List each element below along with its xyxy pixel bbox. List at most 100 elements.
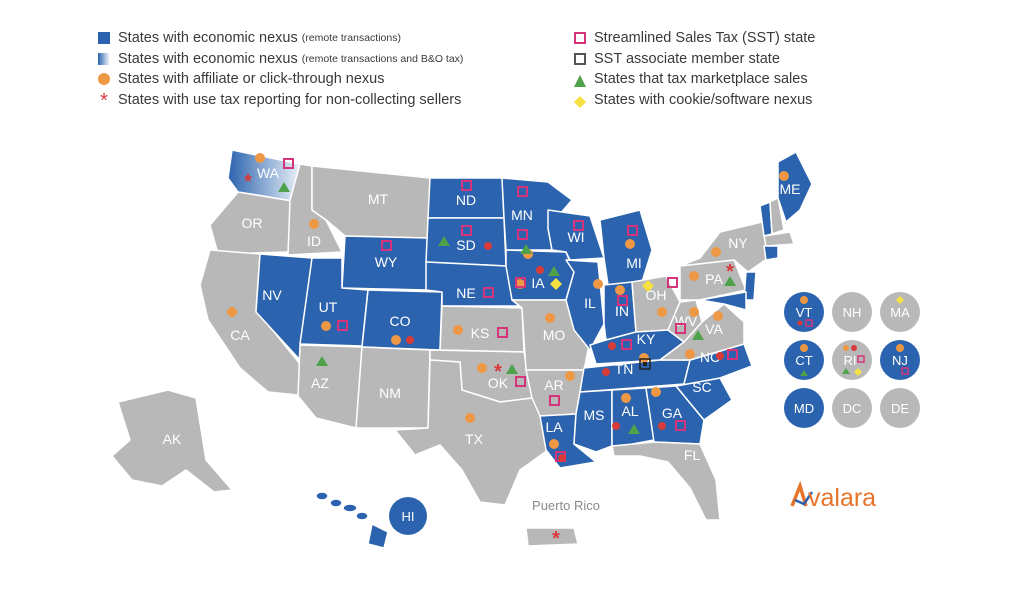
label-co: CO (390, 313, 411, 329)
sst-marker (283, 158, 294, 169)
svg-text:VT: VT (796, 305, 813, 320)
label-nv: NV (262, 287, 282, 303)
svg-text:MA: MA (890, 305, 910, 320)
label-ga: GA (662, 405, 683, 421)
legend-note: (remote transactions) (301, 32, 401, 44)
red-asterisk-icon: * (100, 89, 108, 112)
state-nj (743, 271, 757, 301)
svg-text:MD: MD (794, 401, 814, 416)
label-ar: AR (544, 377, 563, 393)
label-in: IN (615, 303, 629, 319)
use-tax-marker: * (244, 171, 252, 193)
sst-marker (549, 395, 560, 406)
affiliate-marker (477, 363, 487, 373)
label-az: AZ (311, 375, 329, 391)
affiliate-marker (657, 307, 667, 317)
small-state-ct: CT (784, 340, 824, 380)
affiliate-marker (391, 335, 401, 345)
affiliate-marker (625, 239, 635, 249)
small-state-vt: VT (784, 292, 824, 332)
small-state-nh: NH (832, 292, 872, 332)
label-mo: MO (543, 327, 566, 343)
small-state-nj: NJ (880, 340, 920, 380)
sst-marker (337, 320, 348, 331)
sst-marker (627, 225, 638, 236)
affiliate-marker (321, 321, 331, 331)
green-triangle-icon (574, 73, 586, 88)
legend-item-cookie: States with cookie/software nexus (574, 90, 815, 111)
state-hi (315, 491, 389, 549)
affiliate-marker (651, 387, 661, 397)
cookie-markers (550, 278, 654, 292)
label-nd: ND (456, 192, 476, 208)
label-mi: MI (626, 255, 642, 271)
legend-item-affiliate: States with affiliate or click-through n… (98, 69, 463, 90)
state-tx (394, 359, 549, 506)
legend-note: (remote transactions and B&O tax) (301, 52, 464, 65)
red-dot-markers (406, 242, 724, 462)
sst-marker (675, 323, 686, 334)
affiliate-markers (227, 153, 789, 449)
marketplace-markers (278, 182, 736, 434)
legend-item-sst-associate: SST associate member state (574, 49, 815, 70)
state-wi (547, 209, 605, 261)
label-ak: AK (163, 431, 182, 447)
label-il: IL (584, 295, 596, 311)
label-pa: PA (705, 271, 723, 287)
sst-marker (515, 376, 526, 387)
affiliate-marker (593, 279, 603, 289)
legend-item-economic-nexus: States with economic nexus (remote trans… (98, 28, 463, 49)
use-tax-marker: * (552, 528, 560, 550)
label-sd: SD (456, 237, 475, 253)
label-ia: IA (531, 275, 545, 291)
state-me (777, 151, 813, 223)
svg-text:RI: RI (844, 353, 857, 368)
legend-label: States with economic nexus (118, 50, 298, 67)
state-ct (763, 245, 779, 261)
affiliate-marker (615, 285, 625, 295)
label-va: VA (705, 321, 723, 337)
legend-label: States with cookie/software nexus (594, 91, 813, 108)
orange-circle-icon (98, 73, 110, 86)
sst-marker (515, 277, 526, 288)
legend-label: SST associate member state (594, 50, 780, 67)
affiliate-marker (227, 307, 237, 317)
label-nc: NC (700, 349, 720, 365)
label-tx: TX (465, 431, 484, 447)
affiliate-marker (689, 307, 699, 317)
legend-right: Streamlined Sales Tax (SST) state SST as… (574, 28, 815, 110)
label-tn: TN (615, 361, 634, 377)
legend-label: States with use tax reporting for non-co… (118, 91, 462, 108)
puerto-rico-label: Puerto Rico (532, 498, 600, 513)
label-la: LA (545, 419, 563, 435)
svg-text:HI: HI (402, 509, 415, 524)
label-al: AL (621, 403, 638, 419)
svg-text:DE: DE (891, 401, 909, 416)
label-fl: FL (684, 447, 701, 463)
sst-marker (667, 277, 678, 288)
small-state-md: MD (784, 388, 824, 428)
svg-text:DC: DC (843, 401, 862, 416)
legend-label: States with economic nexus (118, 30, 298, 46)
affiliate-marker (545, 313, 555, 323)
legend-label: States that tax marketplace sales (594, 71, 808, 87)
affiliate-marker (465, 413, 475, 423)
label-sc: SC (692, 379, 711, 395)
state-nh (769, 197, 785, 235)
label-wi: WI (567, 229, 584, 245)
legend-label: States with affiliate or click-through n… (118, 71, 385, 87)
small-state-dc: DC (832, 388, 872, 428)
label-ny: NY (728, 235, 748, 251)
svg-text:NJ: NJ (892, 353, 908, 368)
sst-marker (573, 220, 584, 231)
label-ks: KS (471, 325, 490, 341)
state-md (699, 291, 747, 311)
label-ca: CA (230, 327, 250, 343)
state-va (659, 303, 745, 361)
sst-marker (381, 240, 392, 251)
label-wy: WY (375, 254, 398, 270)
state-ma (763, 231, 795, 247)
label-ne: NE (456, 285, 475, 301)
affiliate-marker (711, 247, 721, 257)
